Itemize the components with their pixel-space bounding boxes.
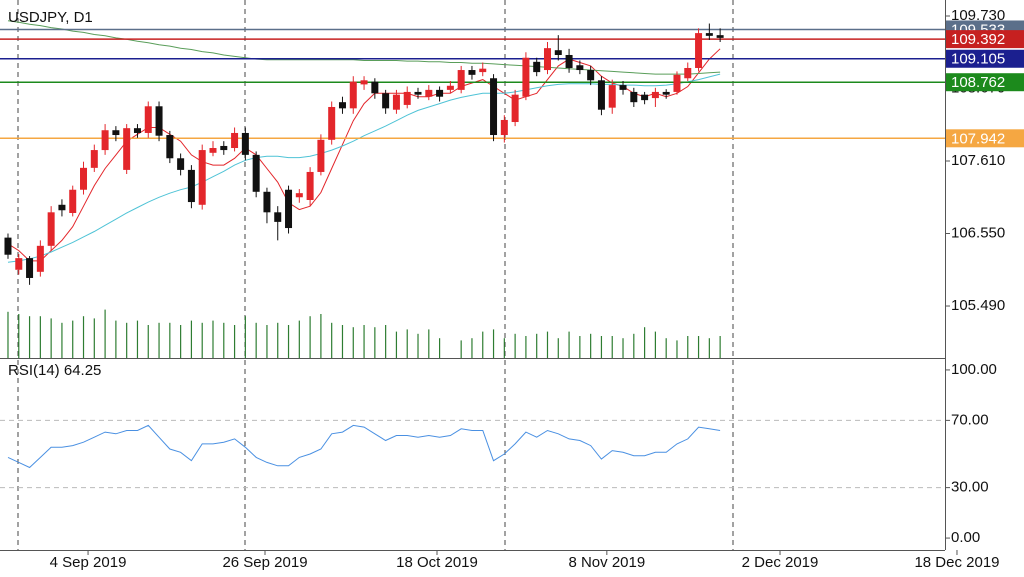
level-label-box: [946, 129, 1024, 148]
chart-title: USDJPY, D1: [8, 9, 93, 26]
x-tick-label: 4 Sep 2019: [50, 554, 127, 571]
candle-body: [597, 80, 605, 110]
candle-body: [479, 68, 487, 73]
candle-body: [47, 212, 55, 246]
candle-body: [144, 106, 152, 133]
rsi-label: RSI(14) 64.25: [8, 362, 101, 379]
level-label: 109.105: [951, 51, 1005, 68]
rsi-y-tick-label: 100.00: [951, 361, 997, 378]
candle-body: [209, 148, 217, 153]
y-tick-label: 105.490: [951, 297, 1005, 314]
candle-body: [58, 204, 66, 211]
candle-body: [241, 132, 249, 155]
candle-body: [80, 167, 88, 190]
level-label: 108.762: [951, 74, 1005, 91]
candle-body: [425, 89, 433, 97]
candle-body: [252, 154, 260, 192]
candle-body: [403, 91, 411, 105]
candle-body: [533, 61, 541, 73]
candle-body: [101, 130, 109, 151]
level-label-box: [946, 73, 1024, 92]
candle-body: [446, 85, 454, 90]
candle-body: [630, 91, 638, 103]
candle-body: [123, 128, 131, 170]
candle-body: [155, 106, 163, 136]
candle-body: [295, 193, 303, 198]
y-tick-label: 109.730: [951, 7, 1005, 24]
candle-body: [673, 74, 681, 92]
candle-body: [4, 237, 12, 255]
candle-body: [166, 135, 174, 159]
candle-body: [69, 189, 77, 213]
candle-body: [220, 145, 228, 151]
candle-body: [457, 70, 465, 90]
candle-body: [392, 94, 400, 110]
candle-body: [705, 33, 713, 36]
candle-body: [716, 35, 724, 38]
level-label-box: [946, 49, 1024, 68]
candle-body: [26, 258, 34, 278]
candle-body: [231, 132, 239, 149]
candle-body: [522, 57, 530, 97]
candle-body: [554, 50, 562, 55]
candle-body: [263, 191, 271, 213]
candle-body: [543, 48, 551, 71]
candle-body: [641, 94, 649, 101]
candle-body: [619, 85, 627, 90]
candle-body: [662, 91, 670, 95]
candle-body: [338, 102, 346, 109]
rsi-line: [7, 424, 721, 469]
candle-body: [436, 89, 444, 97]
rsi-y-tick-label: 30.00: [951, 479, 989, 496]
x-tick-label: 26 Sep 2019: [222, 554, 307, 571]
candle-body: [587, 70, 595, 81]
x-tick-label: 18 Oct 2019: [396, 554, 478, 571]
y-tick-label: 106.550: [951, 224, 1005, 241]
candle-body: [382, 93, 390, 109]
x-tick-label: 2 Dec 2019: [742, 554, 819, 571]
level-label-box: [946, 30, 1024, 49]
candle-body: [274, 212, 282, 222]
candle-body: [414, 91, 422, 95]
candle-body: [490, 78, 498, 136]
level-label: 109.392: [951, 31, 1005, 48]
candle-body: [198, 150, 206, 205]
candle-body: [349, 81, 357, 109]
candle-body: [371, 81, 379, 94]
candle-body: [133, 128, 141, 133]
candle-body: [651, 91, 659, 99]
candle-body: [187, 169, 195, 203]
y-tick-label: 107.610: [951, 152, 1005, 169]
candle-body: [500, 119, 508, 136]
level-label: 107.942: [951, 130, 1005, 147]
candle-body: [112, 130, 120, 136]
candle-body: [576, 65, 584, 71]
candle-body: [177, 158, 185, 170]
candle-body: [36, 245, 44, 272]
candle-body: [565, 54, 573, 68]
candle-body: [511, 94, 519, 123]
candle-body: [15, 258, 23, 270]
candle-body: [684, 67, 692, 79]
candle-body: [317, 139, 325, 172]
rsi-y-tick-label: 70.00: [951, 411, 989, 428]
x-tick-label: 8 Nov 2019: [568, 554, 645, 571]
x-tick-label: 18 Dec 2019: [914, 554, 999, 571]
candle-body: [608, 85, 616, 108]
candle-body: [306, 171, 314, 200]
rsi-y-tick-label: 0.00: [951, 529, 980, 546]
candle-body: [695, 33, 703, 68]
candle-body: [328, 106, 336, 140]
candle-body: [90, 150, 98, 168]
candle-body: [468, 70, 476, 75]
frame: [0, 0, 946, 551]
candle-body: [285, 189, 293, 229]
candle-body: [360, 80, 368, 85]
